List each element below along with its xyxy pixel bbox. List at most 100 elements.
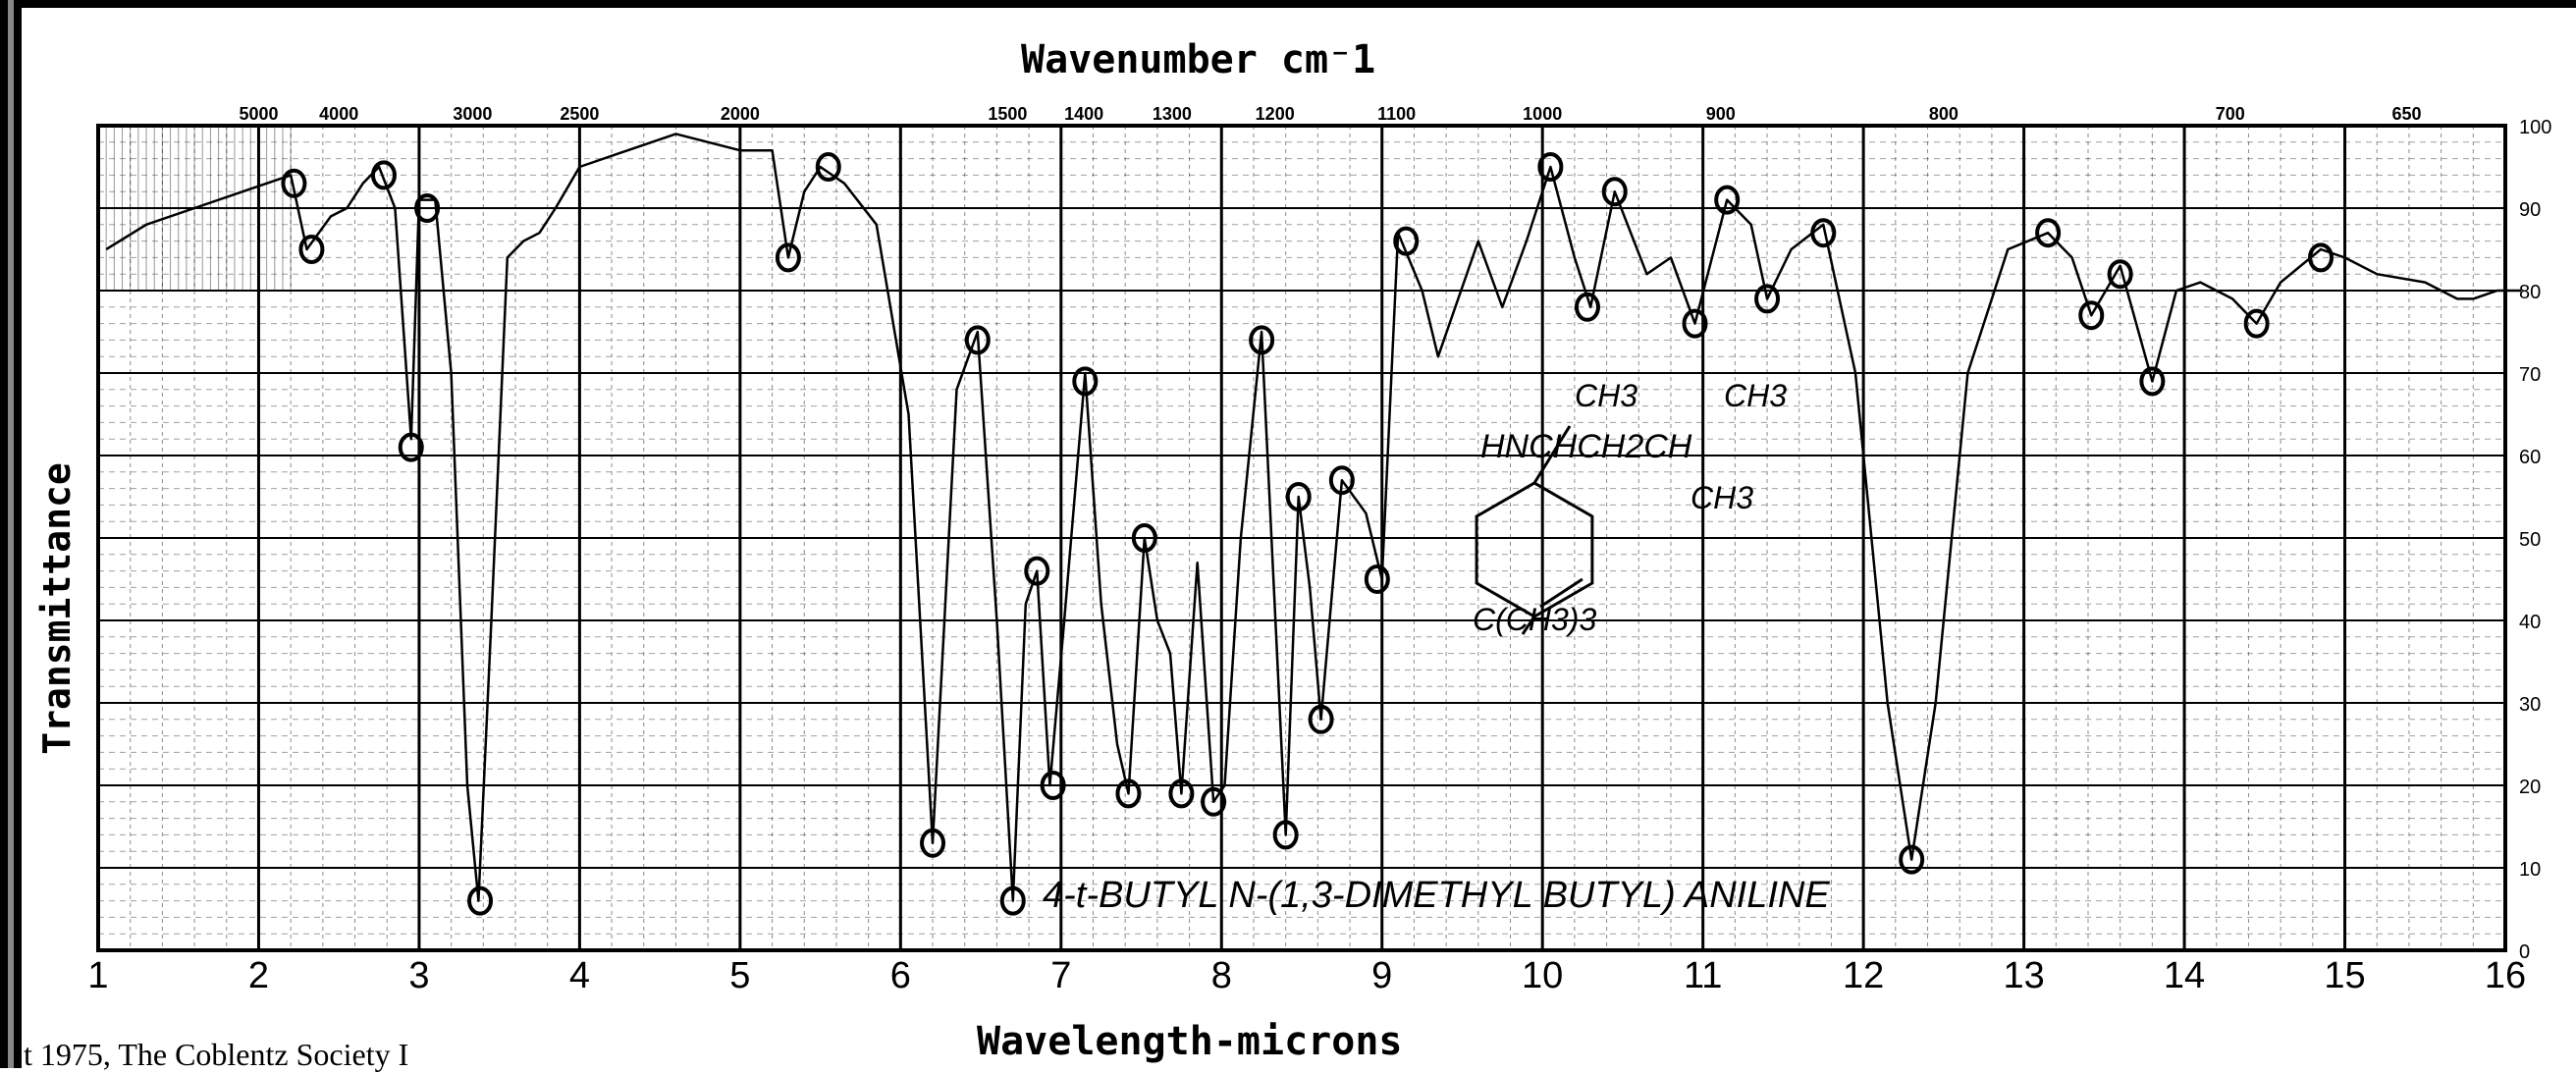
peak-marker bbox=[1131, 523, 1157, 553]
peak-marker bbox=[414, 193, 441, 223]
y-tick-label: 10 bbox=[2519, 859, 2541, 881]
top-tick-label: 3000 bbox=[453, 104, 492, 124]
peak-marker bbox=[1393, 226, 1420, 256]
peak-marker bbox=[1601, 177, 1628, 207]
peak-marker bbox=[1754, 284, 1781, 314]
peak-marker bbox=[1249, 325, 1275, 355]
x-tick-label: 4 bbox=[569, 955, 590, 996]
peak-marker bbox=[1537, 152, 1564, 182]
peak-marker bbox=[999, 885, 1026, 916]
peak-marker bbox=[1682, 308, 1708, 339]
top-tick-label: 1300 bbox=[1153, 104, 1192, 124]
y-tick-label: 70 bbox=[2519, 364, 2541, 386]
x-tick-label: 6 bbox=[890, 955, 911, 996]
peak-marker bbox=[1168, 778, 1195, 809]
peak-marker bbox=[1115, 778, 1142, 809]
peak-marker bbox=[1328, 465, 1355, 496]
structure-ch3-bottom: CH3 bbox=[1690, 480, 1753, 515]
left-border bbox=[0, 0, 22, 1068]
peak-marker bbox=[2243, 308, 2270, 339]
peak-marker bbox=[775, 242, 801, 273]
y-tick-label: 20 bbox=[2519, 777, 2541, 798]
top-tick-label: 800 bbox=[1929, 104, 1959, 124]
peak-marker bbox=[281, 168, 307, 198]
transmittance-line bbox=[105, 133, 2522, 902]
peak-marker bbox=[370, 160, 397, 190]
peak-marker bbox=[1272, 820, 1299, 850]
top-tick-labels: 5000 4000 3000 2500 2000 1500 1400 1300 1200 1100… bbox=[239, 104, 2421, 124]
peak-marker bbox=[964, 325, 991, 355]
y-tick-label: 30 bbox=[2519, 694, 2541, 716]
peak-marker bbox=[2107, 259, 2133, 290]
top-tick-label: 650 bbox=[2391, 104, 2421, 124]
top-tick-label: 2000 bbox=[721, 104, 760, 124]
y-tick-label: 90 bbox=[2519, 199, 2541, 221]
x-tick-label: 8 bbox=[1211, 955, 1232, 996]
y-tick-label: 40 bbox=[2519, 612, 2541, 633]
benzene-ring bbox=[1475, 425, 1594, 635]
top-tick-label: 4000 bbox=[319, 104, 358, 124]
top-tick-label: 1100 bbox=[1377, 104, 1416, 124]
x-tick-label: 1 bbox=[87, 955, 108, 996]
x-tick-label: 13 bbox=[2003, 955, 2044, 996]
peak-marker bbox=[1285, 482, 1312, 511]
top-border bbox=[0, 0, 2576, 8]
x-tick-label: 12 bbox=[1843, 955, 1884, 996]
peak-marker bbox=[2078, 300, 2105, 331]
chemical-structure: CH3 CH3 HNCHCH2CH CH3 C(CH3)3 bbox=[1473, 378, 1787, 637]
peak-marker bbox=[1040, 771, 1066, 800]
x-tick-label: 7 bbox=[1050, 955, 1071, 996]
y-tick-label: 80 bbox=[2519, 282, 2541, 303]
x-tick-label: 9 bbox=[1371, 955, 1392, 996]
x-tick-label: 14 bbox=[2164, 955, 2205, 996]
peak-marker bbox=[1899, 844, 1925, 875]
top-tick-label: 900 bbox=[1706, 104, 1736, 124]
y-tick-label: 60 bbox=[2519, 447, 2541, 468]
x-tick-label: 2 bbox=[248, 955, 269, 996]
peak-marker bbox=[1072, 366, 1099, 397]
x-tick-label: 5 bbox=[729, 955, 750, 996]
peak-marker bbox=[1714, 185, 1741, 215]
series-layer bbox=[105, 133, 2522, 902]
x-axis-title: Wavelength-microns bbox=[977, 1019, 1403, 1064]
peak-marker bbox=[2139, 366, 2166, 397]
x-tick-label: 11 bbox=[1684, 955, 1722, 996]
plot-frame bbox=[96, 124, 2507, 952]
top-tick-label: 1200 bbox=[1256, 104, 1295, 124]
ring-n-bond bbox=[1532, 425, 1572, 484]
structure-chain: HNCHCH2CH bbox=[1480, 428, 1692, 465]
peak-marker bbox=[1364, 564, 1390, 594]
peak-marker bbox=[815, 152, 841, 182]
top-tick-label: 2500 bbox=[560, 104, 599, 124]
x-tick-labels: 1 2 3 4 5 6 7 8 9 10 11 12 13 14 15 16 bbox=[87, 955, 2526, 996]
x-tick-label: 3 bbox=[408, 955, 429, 996]
copyright-notice: t 1975, The Coblentz Society I bbox=[24, 1037, 409, 1072]
peak-marker bbox=[1574, 292, 1600, 322]
top-tick-label: 700 bbox=[2216, 104, 2245, 124]
peak-marker bbox=[398, 432, 424, 462]
peak-marker bbox=[1024, 556, 1050, 586]
y-tick-label: 100 bbox=[2519, 117, 2551, 138]
x-tick-label: 16 bbox=[2485, 955, 2526, 996]
structure-ch3-left: CH3 bbox=[1575, 378, 1637, 413]
top-tick-label: 1500 bbox=[988, 104, 1027, 124]
peak-marker bbox=[1308, 704, 1334, 734]
top-tick-label: 1000 bbox=[1523, 104, 1562, 124]
major-grid bbox=[96, 125, 2507, 951]
ring-double-bond bbox=[1539, 577, 1583, 609]
x-tick-label: 10 bbox=[1522, 955, 1563, 996]
structure-tert-butyl: C(CH3)3 bbox=[1473, 602, 1596, 637]
peak-marker bbox=[2035, 218, 2062, 248]
peak-marker bbox=[1201, 786, 1227, 817]
top-tick-label: 5000 bbox=[239, 104, 278, 124]
y-tick-label: 50 bbox=[2519, 529, 2541, 551]
structure-ch3-right: CH3 bbox=[1724, 378, 1787, 413]
peak-marker bbox=[1810, 218, 1837, 248]
top-axis-title: Wavenumber cm⁻1 bbox=[1021, 37, 1376, 82]
peak-marker bbox=[920, 828, 946, 858]
compound-name: 4-t-BUTYL N-(1,3-DIMETHYL BUTYL) ANILINE bbox=[1043, 875, 1830, 916]
peak-markers bbox=[281, 152, 2334, 916]
peak-marker bbox=[2308, 242, 2334, 273]
